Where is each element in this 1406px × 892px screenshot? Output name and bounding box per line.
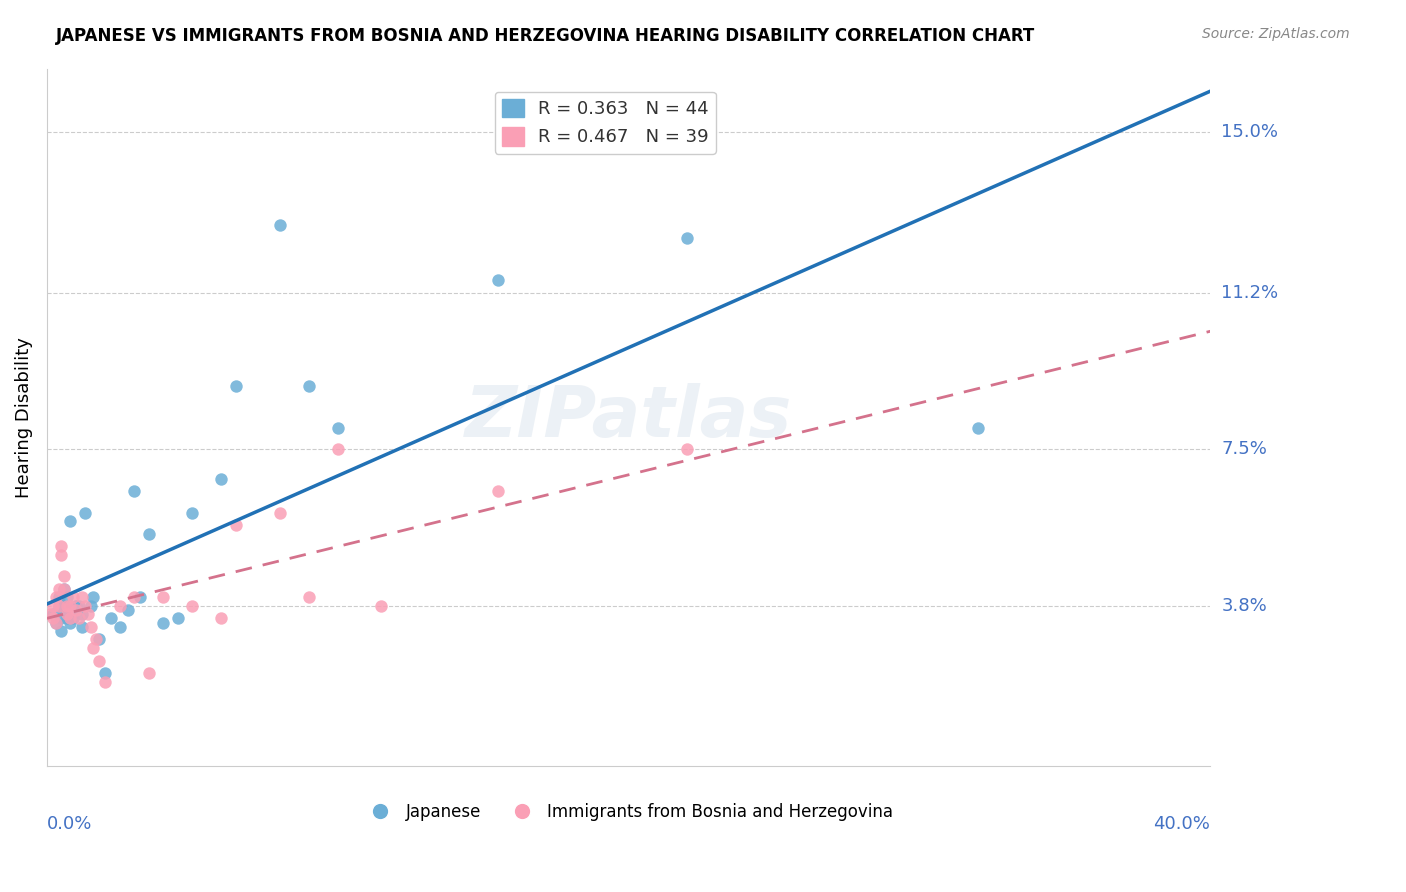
Point <box>62 607 84 621</box>
Point <box>65 599 87 613</box>
Point <box>65 599 87 613</box>
Point <box>41 611 63 625</box>
Point <box>138 666 160 681</box>
Point <box>122 484 145 499</box>
Point <box>48 582 70 596</box>
Point <box>53 603 76 617</box>
Point <box>53 599 76 613</box>
Point <box>152 615 174 630</box>
Point <box>269 506 291 520</box>
Point <box>53 582 76 596</box>
Point <box>94 666 117 681</box>
Point <box>41 607 63 621</box>
Point <box>675 442 697 457</box>
Point <box>38 607 60 621</box>
Point <box>82 590 104 604</box>
Point <box>79 620 101 634</box>
Point <box>269 218 291 232</box>
Point <box>225 378 247 392</box>
Point <box>298 378 321 392</box>
Point <box>966 421 988 435</box>
Point <box>675 230 697 244</box>
Point <box>181 506 204 520</box>
Text: 3.8%: 3.8% <box>1222 597 1267 615</box>
Point <box>370 599 392 613</box>
Point <box>65 603 87 617</box>
Point <box>100 611 122 625</box>
Text: Source: ZipAtlas.com: Source: ZipAtlas.com <box>1202 27 1350 41</box>
Point <box>89 632 111 647</box>
Point <box>56 599 79 613</box>
Point <box>79 599 101 613</box>
Point <box>51 540 73 554</box>
Point <box>48 599 70 613</box>
Point <box>59 611 82 625</box>
Point <box>326 442 349 457</box>
Point <box>73 599 96 613</box>
Point <box>59 514 82 528</box>
Point <box>70 590 93 604</box>
Point <box>59 607 82 621</box>
Point <box>73 506 96 520</box>
Point <box>86 632 108 647</box>
Point <box>59 615 82 630</box>
Point <box>82 640 104 655</box>
Point <box>41 599 63 613</box>
Point <box>298 590 321 604</box>
Point <box>62 590 84 604</box>
Point <box>45 615 67 630</box>
Point <box>108 599 131 613</box>
Text: 15.0%: 15.0% <box>1222 123 1278 141</box>
Point <box>56 607 79 621</box>
Point <box>94 674 117 689</box>
Point <box>117 603 139 617</box>
Text: 7.5%: 7.5% <box>1222 440 1267 458</box>
Point <box>181 599 204 613</box>
Point <box>166 611 188 625</box>
Point <box>53 569 76 583</box>
Point <box>70 620 93 634</box>
Y-axis label: Hearing Disability: Hearing Disability <box>15 337 32 498</box>
Text: ZIPatlas: ZIPatlas <box>465 383 792 452</box>
Point <box>138 526 160 541</box>
Point <box>76 607 98 621</box>
Point <box>48 599 70 613</box>
Point <box>486 484 509 499</box>
Point <box>67 611 90 625</box>
Point <box>53 582 76 596</box>
Point <box>67 599 90 613</box>
Text: 0.0%: 0.0% <box>46 815 93 833</box>
Point <box>51 548 73 562</box>
Point <box>51 611 73 625</box>
Point <box>122 590 145 604</box>
Point <box>209 472 232 486</box>
Point <box>45 590 67 604</box>
Point <box>70 607 93 621</box>
Text: 40.0%: 40.0% <box>1153 815 1211 833</box>
Point <box>209 611 232 625</box>
Point <box>56 607 79 621</box>
Point <box>56 590 79 604</box>
Point <box>108 620 131 634</box>
Point <box>152 590 174 604</box>
Point <box>45 615 67 630</box>
Point <box>129 590 152 604</box>
Legend: Japanese, Immigrants from Bosnia and Herzegovina: Japanese, Immigrants from Bosnia and Her… <box>357 797 900 828</box>
Point <box>51 624 73 638</box>
Point <box>56 611 79 625</box>
Point <box>48 590 70 604</box>
Point <box>326 421 349 435</box>
Text: JAPANESE VS IMMIGRANTS FROM BOSNIA AND HERZEGOVINA HEARING DISABILITY CORRELATIO: JAPANESE VS IMMIGRANTS FROM BOSNIA AND H… <box>56 27 1035 45</box>
Point <box>486 273 509 287</box>
Point <box>225 518 247 533</box>
Text: 11.2%: 11.2% <box>1222 284 1278 301</box>
Point <box>89 654 111 668</box>
Point <box>62 611 84 625</box>
Point <box>59 599 82 613</box>
